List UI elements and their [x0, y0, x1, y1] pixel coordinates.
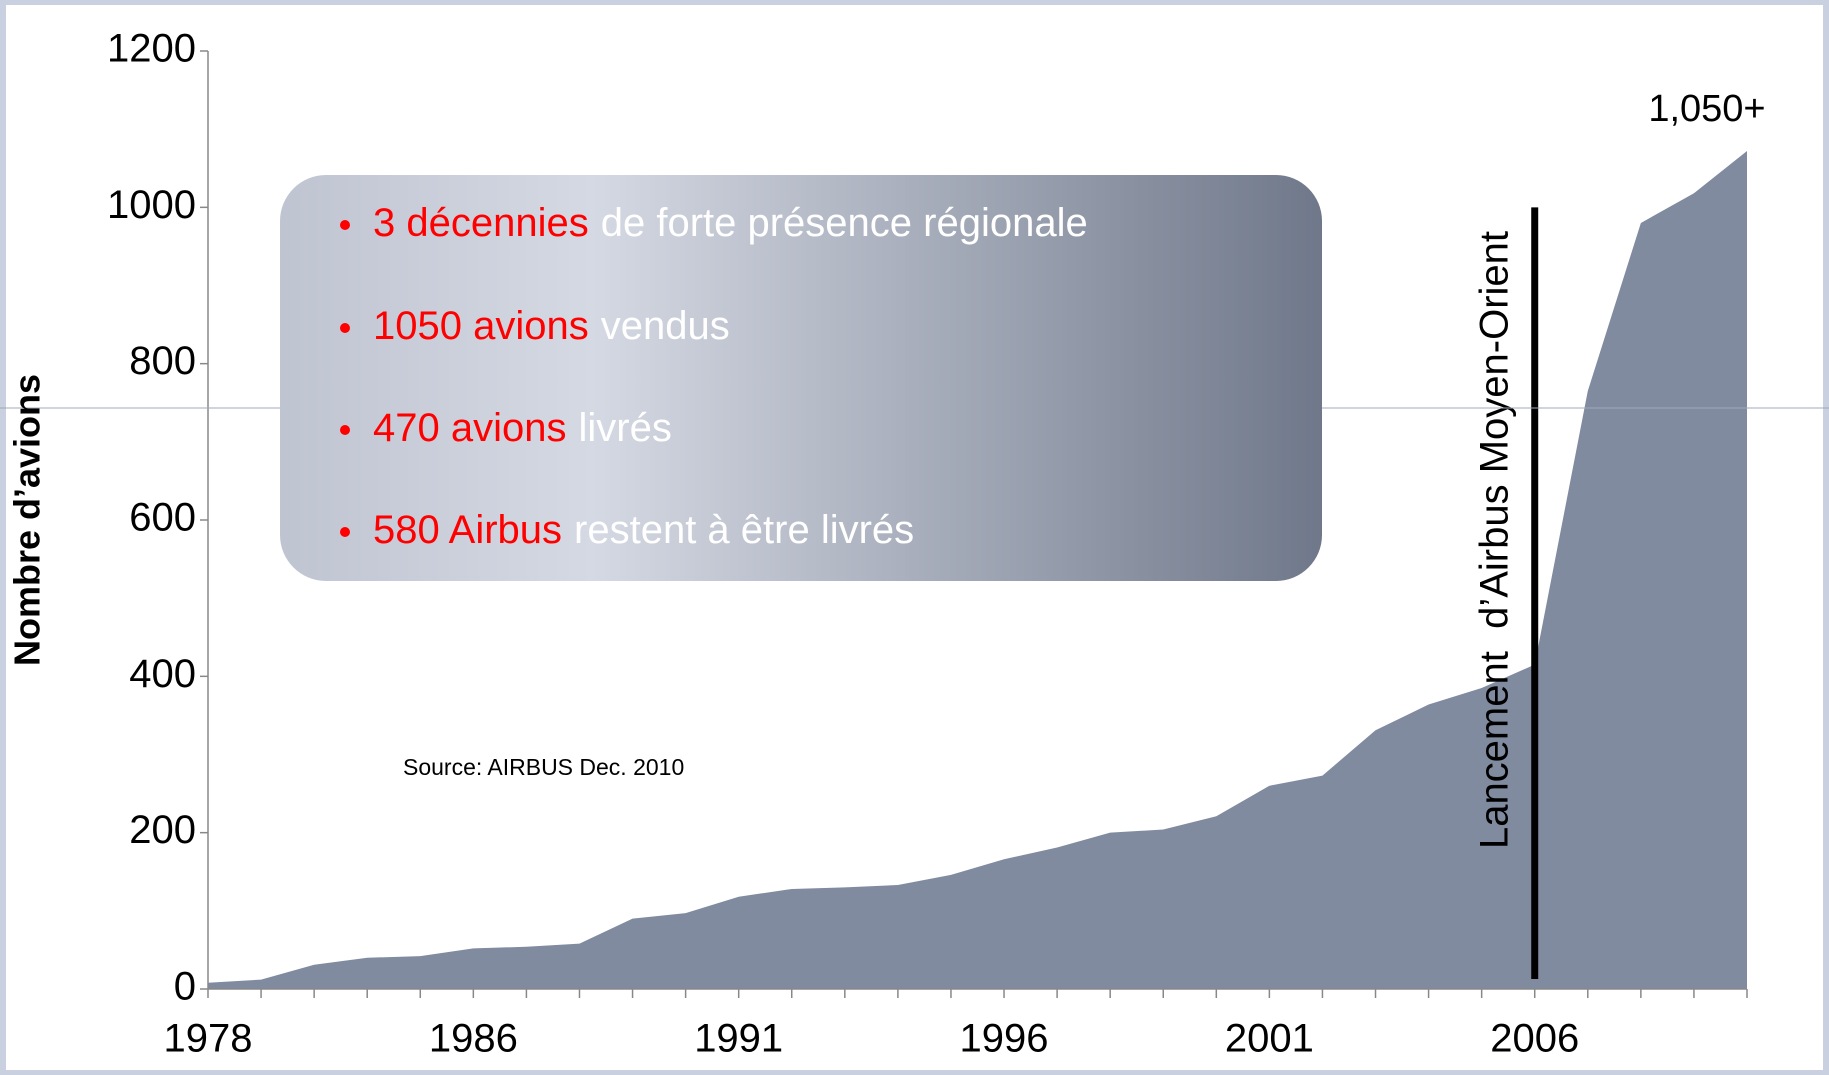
y-tick-label: 1000: [107, 183, 196, 227]
area: [208, 151, 1747, 989]
x-tick-label: 2001: [1225, 1017, 1314, 1061]
callout-highlight: 1050 avions: [373, 304, 589, 348]
callout-highlight: 580 Airbus: [373, 508, 562, 552]
callout-text: livrés: [578, 406, 671, 450]
y-tick-label: 0: [174, 965, 196, 1009]
callout-item: 1050 avions vendus: [373, 304, 730, 348]
bullet: [340, 220, 350, 230]
x-tick-label: 1978: [164, 1017, 253, 1061]
callout-highlight: 3 décennies: [373, 201, 589, 245]
callout: 3 décennies de forte présence régionale 10…: [340, 201, 1088, 552]
y-tick-label: 600: [129, 496, 196, 540]
x-tick-label: 1991: [694, 1017, 783, 1061]
callout-text: de forte présence régionale: [601, 201, 1088, 245]
y-tick-label: 400: [129, 652, 196, 696]
x-tick-label: 2006: [1490, 1017, 1579, 1061]
source: Source: AIRBUS Dec. 2010: [403, 754, 684, 780]
callout-item: 3 décennies de forte présence régionale: [373, 201, 1088, 245]
callout-item: 470 avions livrés: [373, 406, 672, 450]
bullet: [340, 527, 350, 537]
x-tick-label: 1996: [960, 1017, 1049, 1061]
y-tick-label: 200: [129, 808, 196, 852]
y-axis-label: Nombre d’avions: [7, 374, 48, 666]
end-label: 1,050+: [1648, 88, 1765, 130]
callout-highlight: 470 avions: [373, 406, 566, 450]
y-tick-label: 800: [129, 339, 196, 383]
plot: 0 200 400 600 800 1000 1200 1978 1986 1991 1996 200…: [107, 27, 1766, 1061]
bullet: [340, 323, 350, 333]
callout-box: [280, 175, 1322, 581]
callout-text: restent à être livrés: [574, 508, 914, 552]
x-tick-label: 1986: [429, 1017, 518, 1061]
event-label: Lancement d’Airbus Moyen-Orient: [1472, 231, 1516, 849]
bullet: [340, 425, 350, 435]
callout-text: vendus: [601, 304, 730, 348]
y-tick-label: 1200: [107, 27, 196, 71]
callout-item: 580 Airbus restent à être livrés: [373, 508, 914, 552]
